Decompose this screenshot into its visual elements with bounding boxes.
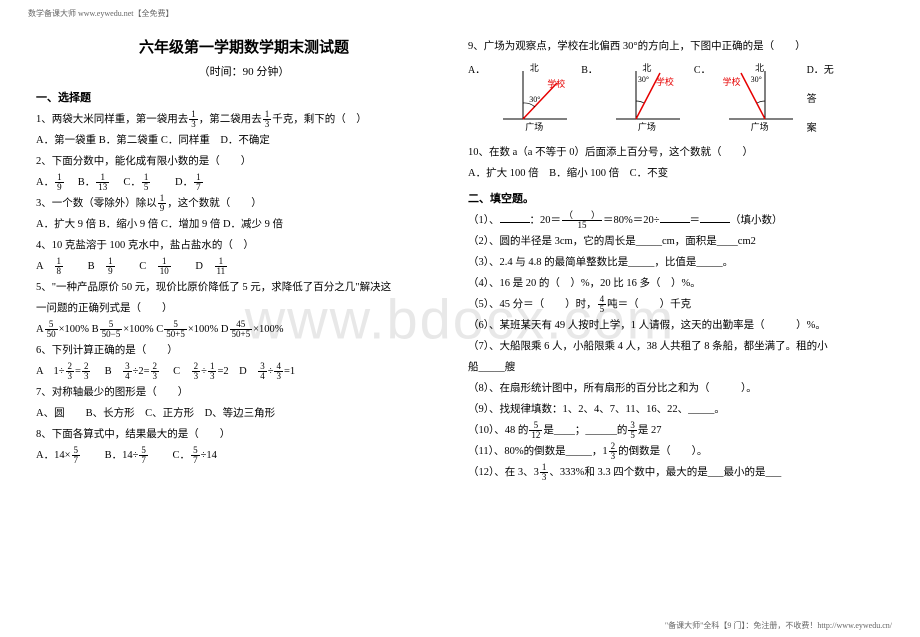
- q1: 1、两袋大米同样重，第一袋用去13，第二袋用去13千克，剩下的（ ）: [36, 109, 452, 130]
- q9: 9、广场为观察点，学校在北偏西 30°的方向上，下图中正确的是（ ）: [468, 36, 884, 57]
- q7: 7、对称轴最少的图形是（ ）: [36, 382, 452, 403]
- q2-options: A．19 B．113 C．15 D．17: [36, 172, 452, 193]
- f5: （5）、45 分＝（ ）时，45吨＝（ ）千克: [468, 294, 884, 315]
- q6-options: A 1÷23=23 B 34÷2=23 C 23÷13=2 D 34÷43=1: [36, 361, 452, 382]
- diagram-b: 北 学校 30° 广场: [608, 61, 686, 133]
- f1: （1）、：20＝（ ）15＝80%＝20÷＝（填小数）: [468, 210, 884, 231]
- q4-options: A 18 B 19 C 110 D 111: [36, 256, 452, 277]
- f11: （11）、80%的倒数是_____，123的倒数是（ ）。: [468, 441, 884, 462]
- f7: （7）、大船限乘 6 人，小船限乘 4 人，38 人共租了 8 条船，都坐满了。…: [468, 336, 884, 357]
- q5-options: A550×100% B550−5×100% C550+5×100% D4550+…: [36, 319, 452, 340]
- f4: （4）、16 是 20 的（ ）%，20 比 16 多（ ）%。: [468, 273, 884, 294]
- section-2-heading: 二、填空题。: [468, 190, 884, 206]
- q2: 2、下面分数中，能化成有限小数的是（ ）: [36, 151, 452, 172]
- q5: 5、"一种产品原价 50 元，现价比原价降低了 5 元，求降低了百分之几"解决这: [36, 277, 452, 298]
- q8: 8、下面各算式中，结果最大的是（ ）: [36, 424, 452, 445]
- q7-options: A、圆 B、长方形 C、正方形 D、等边三角形: [36, 403, 452, 424]
- left-column: 六年级第一学期数学期末测试题 （时间：90 分钟） 一、选择题 1、两袋大米同样…: [28, 8, 460, 483]
- q6: 6、下列计算正确的是（ ）: [36, 340, 452, 361]
- q10-options: A．扩大 100 倍 B．缩小 100 倍 C．不变: [468, 163, 884, 184]
- f8: （8）、在扇形统计图中，所有扇形的百分比之和为（ ）。: [468, 378, 884, 399]
- q1-options: A．第一袋重 B．第二袋重 C．同样重 D．不确定: [36, 130, 452, 151]
- f7b: 船_____艘: [468, 357, 884, 378]
- f2: （2）、圆的半径是 3cm，它的周长是_____cm，面积是____cm2: [468, 231, 884, 252]
- f3: （3）、2.4 与 4.8 的最简单整数比是_____，比值是_____。: [468, 252, 884, 273]
- f10: （10）、48 的512是____；______的35是 27: [468, 420, 884, 441]
- option-d-no-answer: D．无 答 案: [807, 61, 855, 134]
- q4: 4、10 克盐溶于 100 克水中，盐占盐水的（ ）: [36, 235, 452, 256]
- f6: （6）、某班某天有 49 人按时上学，1 人请假，这天的出勤率是（ ）%。: [468, 315, 884, 336]
- q3: 3、一个数（零除外）除以19，这个数就（ ）: [36, 193, 452, 214]
- footer-url: "备课大师"全科【9 门】：免注册，不收费！http://www.eywedu.…: [665, 620, 892, 631]
- q3-options: A．扩大 9 倍 B．缩小 9 倍 C．增加 9 倍 D．减少 9 倍: [36, 214, 452, 235]
- page-title: 六年级第一学期数学期末测试题: [36, 36, 452, 57]
- diagram-c: 北 学校 30° 广场: [721, 61, 799, 133]
- f9: （9）、找规律填数：1、2、4、7、11、16、22、_____。: [468, 399, 884, 420]
- q5b: 一问题的正确列式是（ ）: [36, 298, 452, 319]
- section-1-heading: 一、选择题: [36, 89, 452, 105]
- q9-diagrams: A． 北 学校 30° 广场 B． 北 学校 30° 广场 C． 北 学校: [468, 61, 884, 134]
- f12: （12）、在 3、313、333%和 3.3 四个数中，最大的是___最小的是_…: [468, 462, 884, 483]
- q8-options: A．14×57 B．14÷57 C．57÷14: [36, 445, 452, 466]
- right-column: 9、广场为观察点，学校在北偏西 30°的方向上，下图中正确的是（ ） A． 北 …: [460, 8, 892, 483]
- q10: 10、在数 a（a 不等于 0）后面添上百分号，这个数就（ ）: [468, 142, 884, 163]
- diagram-a: 北 学校 30° 广场: [495, 61, 573, 133]
- page-subtitle: （时间：90 分钟）: [36, 63, 452, 79]
